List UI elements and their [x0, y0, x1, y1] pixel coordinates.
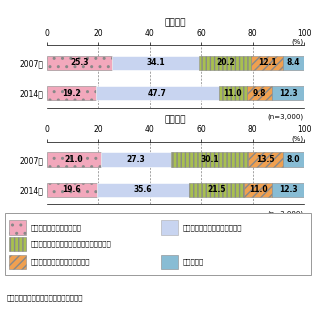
Text: 25.3: 25.3: [70, 58, 89, 67]
Text: 19.2: 19.2: [62, 89, 81, 98]
Text: わからない: わからない: [182, 259, 204, 265]
Bar: [199, 56, 251, 70]
Bar: [47, 183, 97, 197]
Text: 8.4: 8.4: [287, 58, 300, 67]
Bar: [219, 86, 247, 100]
FancyBboxPatch shape: [5, 213, 311, 275]
Text: (%): (%): [292, 39, 304, 45]
Bar: [47, 86, 96, 100]
Text: 資料）「国土交通省」「国民意識調査」: 資料）「国土交通省」「国民意識調査」: [6, 295, 83, 301]
Bar: [101, 152, 171, 167]
Text: 公共交通機関で行きやすい郊外: 公共交通機関で行きやすい郊外: [31, 259, 90, 265]
Text: 9.8: 9.8: [253, 89, 266, 98]
FancyBboxPatch shape: [9, 220, 26, 235]
Bar: [249, 152, 283, 167]
Text: 20.2: 20.2: [216, 58, 235, 67]
Text: 35.6: 35.6: [134, 185, 152, 194]
Text: 11.0: 11.0: [249, 185, 267, 194]
Text: 21.5: 21.5: [207, 185, 226, 194]
Text: (n=3,000): (n=3,000): [268, 114, 304, 120]
Bar: [96, 86, 219, 100]
Title: 商業施設: 商業施設: [164, 115, 186, 124]
Bar: [171, 152, 249, 167]
Text: 公共交通機関で行きやすい中心: 公共交通機関で行きやすい中心: [182, 224, 242, 231]
FancyBboxPatch shape: [9, 255, 26, 269]
Text: 13.5: 13.5: [256, 155, 275, 164]
Title: 公共施設: 公共施設: [164, 19, 186, 28]
Text: 11.0: 11.0: [224, 89, 242, 98]
Bar: [112, 56, 199, 70]
Bar: [272, 183, 304, 197]
Bar: [247, 86, 272, 100]
Text: 12.1: 12.1: [258, 58, 276, 67]
Text: 47.7: 47.7: [148, 89, 167, 98]
Text: 12.3: 12.3: [279, 89, 297, 98]
Bar: [189, 183, 244, 197]
Bar: [97, 183, 189, 197]
Bar: [47, 152, 101, 167]
Text: (n=3,000): (n=3,000): [268, 211, 304, 217]
Text: 19.6: 19.6: [63, 185, 81, 194]
Text: 21.0: 21.0: [64, 155, 83, 164]
Bar: [251, 56, 283, 70]
Text: 34.1: 34.1: [146, 58, 165, 67]
Text: 8.0: 8.0: [287, 155, 300, 164]
Bar: [244, 183, 272, 197]
Bar: [47, 56, 112, 70]
Text: 30.1: 30.1: [200, 155, 219, 164]
Text: 27.3: 27.3: [126, 155, 145, 164]
Bar: [283, 56, 304, 70]
Text: 12.3: 12.3: [279, 185, 297, 194]
FancyBboxPatch shape: [161, 220, 179, 235]
Bar: [283, 152, 304, 167]
Text: (%): (%): [292, 135, 304, 142]
Text: 自家用車で行きやすい郊外や帹線道路沿い: 自家用車で行きやすい郊外や帹線道路沿い: [31, 241, 111, 247]
FancyBboxPatch shape: [9, 237, 26, 251]
Text: 自家用車で行きやすい中心: 自家用車で行きやすい中心: [31, 224, 82, 231]
FancyBboxPatch shape: [161, 255, 179, 269]
Bar: [272, 86, 304, 100]
